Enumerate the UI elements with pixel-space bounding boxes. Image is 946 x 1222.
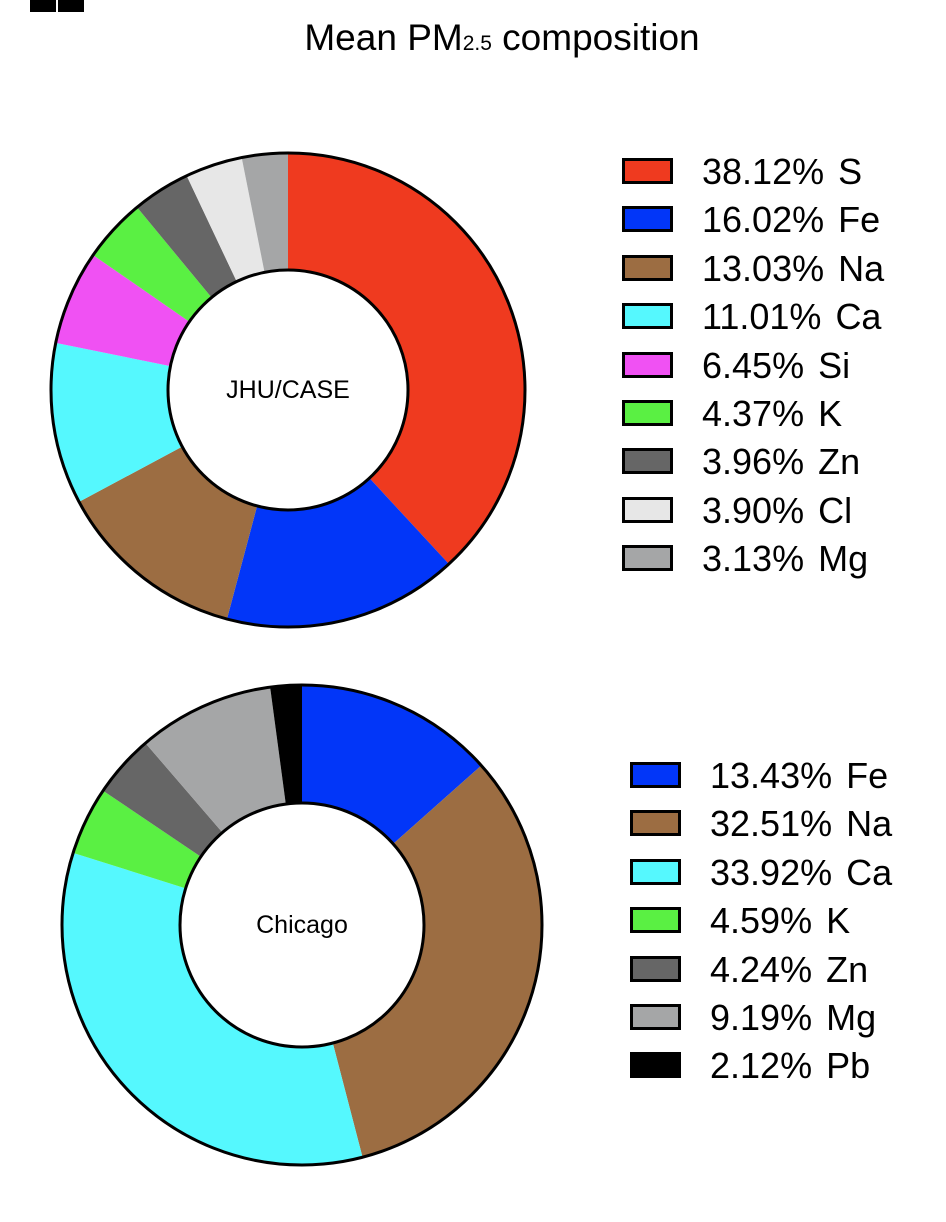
slice-fe <box>226 478 449 627</box>
slice-fe <box>302 685 482 844</box>
legend-label: 13.03% Na <box>702 247 885 289</box>
legend-element: K <box>826 900 851 942</box>
donut-outer-ring <box>60 683 544 1167</box>
legend-swatch <box>630 1004 681 1030</box>
legend-label: 3.96% Zn <box>702 442 860 482</box>
legend-label: 4.24% Zn <box>710 948 869 990</box>
slice-k <box>93 207 212 322</box>
legend-element: Fe <box>838 199 881 241</box>
slice-na <box>332 765 542 1158</box>
chart-title: Mean PM2.5 composition <box>0 14 946 68</box>
slice-cl <box>186 157 265 282</box>
slice-mg <box>241 153 288 273</box>
legend-label: 16.02% Fe <box>702 200 880 240</box>
legend-element: K <box>818 393 843 434</box>
panel-letter-fragment <box>0 0 84 12</box>
legend-element: Pb <box>826 1045 871 1087</box>
legend-element: Zn <box>818 441 861 483</box>
slice-k <box>73 790 201 889</box>
legend-element: Na <box>838 247 885 289</box>
legend-element: Ca <box>835 296 882 338</box>
legend-element: S <box>838 151 863 192</box>
legend-swatch <box>622 303 673 330</box>
legend-percent: 4.37% <box>702 393 805 434</box>
legend-element: Mg <box>818 538 869 580</box>
legend-percent: 11.01% <box>702 296 822 338</box>
legend-element: Ca <box>846 851 893 893</box>
legend-element: Mg <box>826 997 877 1038</box>
legend-label: 33.92% Ca <box>710 851 893 893</box>
legend-label: 4.59% K <box>710 901 850 941</box>
legend-swatch <box>630 1052 681 1079</box>
legend-swatch <box>630 907 681 934</box>
legend-label: 2.12% Pb <box>710 1046 870 1086</box>
legend-element: Fe <box>846 755 889 796</box>
chicago-center-label: Chicago <box>256 911 348 939</box>
legend-percent: 33.92% <box>710 851 833 893</box>
legend-swatch <box>622 254 673 281</box>
legend-element: Cl <box>818 489 853 531</box>
title-rest: composition <box>491 17 700 58</box>
legend-label: 11.01% Ca <box>702 297 881 337</box>
legend-swatch <box>622 496 673 523</box>
legend-label: 13.43% Fe <box>710 756 888 796</box>
slice-zn <box>137 175 237 298</box>
slice-si <box>55 255 190 367</box>
jhu-case-center-label: JHU/CASE <box>226 376 350 404</box>
legend-element: Zn <box>826 948 869 990</box>
slice-pb <box>270 685 302 805</box>
donut-inner-ring <box>166 268 410 512</box>
legend-percent: 16.02% <box>702 199 825 241</box>
title-subscript: 2.5 <box>462 32 492 55</box>
slice-zn <box>103 743 223 857</box>
legend-percent: 9.19% <box>710 997 813 1038</box>
legend-swatch <box>622 448 673 475</box>
legend-swatch <box>630 955 681 982</box>
legend-label: 3.13% Mg <box>702 539 868 579</box>
legend-swatch <box>622 545 673 572</box>
donut-outer-ring <box>49 151 527 629</box>
legend-element: Si <box>818 344 851 386</box>
legend-swatch <box>622 400 673 426</box>
legend-label: 9.19% Mg <box>710 998 876 1038</box>
legend-label: 38.12% S <box>702 152 862 192</box>
legend-swatch <box>630 858 681 885</box>
legend-percent: 4.24% <box>710 948 813 990</box>
legend-swatch <box>630 810 681 837</box>
legend-swatch <box>622 206 673 233</box>
title-main: Mean PM <box>304 17 463 58</box>
slice-s <box>288 153 525 565</box>
legend-percent: 4.59% <box>710 900 813 942</box>
legend-percent: 38.12% <box>702 151 825 192</box>
legend-percent: 13.03% <box>702 247 825 289</box>
legend-swatch <box>630 762 681 788</box>
legend-label: 4.37% K <box>702 394 842 434</box>
legend-percent: 3.90% <box>702 489 805 531</box>
legend-swatch <box>622 158 673 184</box>
legend-label: 32.51% Na <box>710 804 892 844</box>
legend-element: Na <box>846 803 893 845</box>
legend-percent: 13.43% <box>710 755 833 796</box>
slice-na <box>79 446 258 620</box>
legend-percent: 32.51% <box>710 803 833 845</box>
legend-label: 6.45% Si <box>702 344 851 386</box>
donut-inner-ring <box>178 801 426 1049</box>
legend-swatch <box>622 351 673 378</box>
legend-percent: 2.12% <box>710 1045 813 1087</box>
legend-percent: 3.96% <box>702 441 805 483</box>
legend-label: 3.90% Cl <box>702 489 853 531</box>
legend-percent: 3.13% <box>702 538 805 580</box>
slice-mg <box>145 687 286 833</box>
legend-percent: 6.45% <box>702 344 805 386</box>
slice-ca <box>50 342 183 502</box>
